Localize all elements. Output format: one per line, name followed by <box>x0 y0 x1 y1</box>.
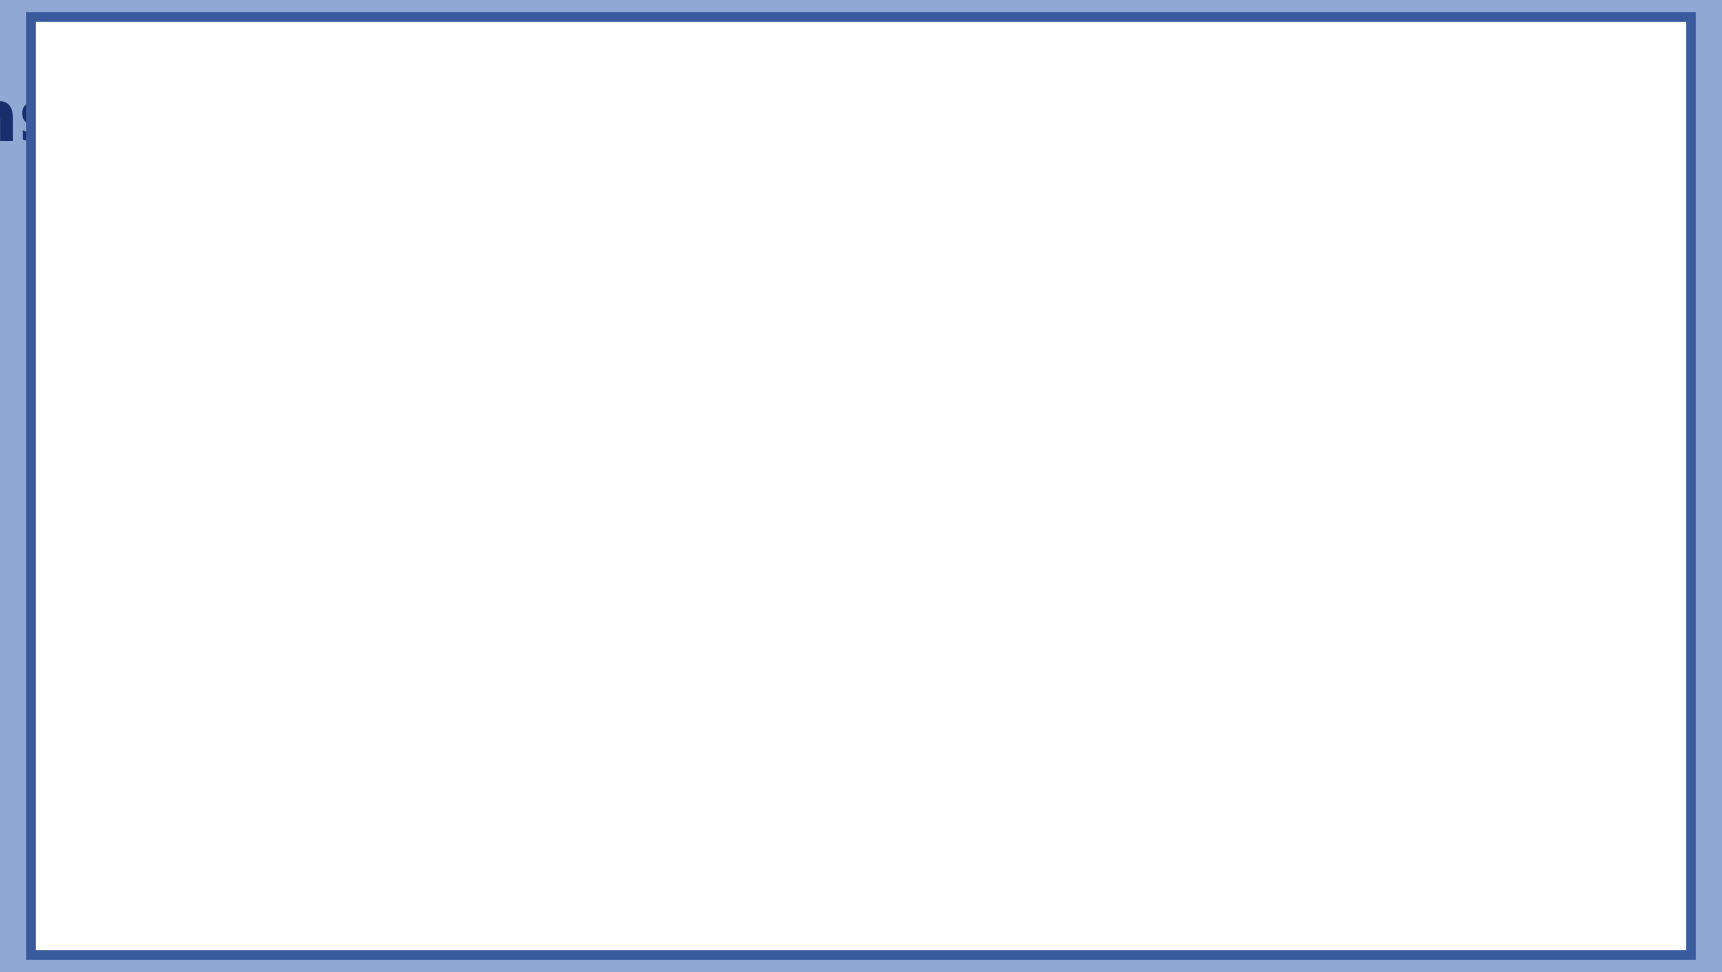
Polygon shape <box>878 405 1059 499</box>
Text: 1: 1 <box>232 505 258 539</box>
Text: 6: 6 <box>1223 645 1257 690</box>
Text: © Maths at Home: © Maths at Home <box>38 926 186 945</box>
Text: 3: 3 <box>680 645 715 690</box>
Text: Eighths: Eighths <box>861 87 1168 156</box>
Text: 4: 4 <box>775 505 801 539</box>
Text: 1: 1 <box>319 645 353 690</box>
Text: 6: 6 <box>1137 505 1162 539</box>
Text: 7: 7 <box>1317 505 1343 539</box>
Polygon shape <box>1059 405 1240 499</box>
Text: 8: 8 <box>1498 505 1524 539</box>
Text: 5: 5 <box>956 505 982 539</box>
Text: 0: 0 <box>127 685 183 761</box>
Text: 8: 8 <box>1042 734 1076 779</box>
Text: 7: 7 <box>1403 645 1438 690</box>
Polygon shape <box>155 405 336 499</box>
Polygon shape <box>517 405 697 499</box>
Text: 1: 1 <box>1574 685 1629 761</box>
Text: 8: 8 <box>1403 734 1438 779</box>
Polygon shape <box>1421 405 1601 499</box>
Text: www.mathsathome.com: www.mathsathome.com <box>1483 926 1684 945</box>
Text: 8: 8 <box>642 357 675 401</box>
Text: 3: 3 <box>594 505 620 539</box>
Text: The distance between each whole number is divided into: The distance between each whole number i… <box>100 250 1622 295</box>
Text: 8: 8 <box>1223 734 1257 779</box>
Polygon shape <box>336 405 517 499</box>
Polygon shape <box>1240 405 1421 499</box>
Text: Fractions on a Number Line:: Fractions on a Number Line: <box>0 87 861 156</box>
Polygon shape <box>697 405 878 499</box>
Text: 8: 8 <box>499 734 534 779</box>
Text: 4: 4 <box>861 645 895 690</box>
Text: equally-sized intervals: equally-sized intervals <box>675 357 1295 401</box>
Text: 2: 2 <box>413 505 439 539</box>
Text: 8: 8 <box>861 734 895 779</box>
Text: 5: 5 <box>1042 645 1076 690</box>
Text: 2: 2 <box>499 645 534 690</box>
Text: 8: 8 <box>319 734 353 779</box>
Text: 8: 8 <box>680 734 715 779</box>
